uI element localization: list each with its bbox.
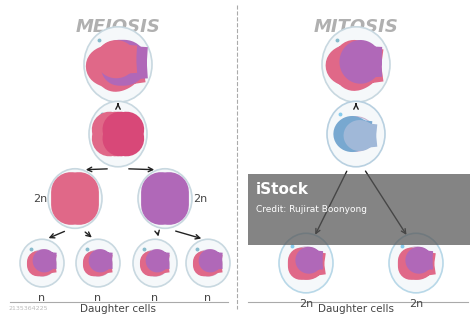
Polygon shape bbox=[203, 261, 211, 266]
Ellipse shape bbox=[84, 27, 152, 102]
Ellipse shape bbox=[48, 169, 102, 228]
Polygon shape bbox=[345, 59, 362, 72]
Ellipse shape bbox=[337, 117, 375, 151]
Text: 2n: 2n bbox=[33, 193, 47, 204]
Ellipse shape bbox=[76, 239, 120, 287]
Ellipse shape bbox=[99, 117, 137, 151]
Text: n: n bbox=[38, 293, 46, 303]
Polygon shape bbox=[410, 260, 422, 267]
Text: Credit: Rujirat Boonyong: Credit: Rujirat Boonyong bbox=[256, 205, 367, 215]
Polygon shape bbox=[118, 57, 130, 69]
Ellipse shape bbox=[194, 250, 222, 276]
Polygon shape bbox=[105, 60, 124, 73]
Text: 2135364225: 2135364225 bbox=[8, 306, 47, 311]
Ellipse shape bbox=[20, 239, 64, 287]
Ellipse shape bbox=[399, 247, 434, 279]
Text: n: n bbox=[94, 293, 101, 303]
Text: n: n bbox=[151, 293, 159, 303]
Ellipse shape bbox=[327, 101, 385, 167]
Text: 2n: 2n bbox=[409, 299, 423, 309]
Bar bbox=[248, 174, 470, 245]
Text: 2n: 2n bbox=[299, 299, 313, 309]
Ellipse shape bbox=[322, 27, 390, 102]
Polygon shape bbox=[150, 261, 158, 266]
Text: n: n bbox=[204, 293, 211, 303]
Polygon shape bbox=[355, 56, 366, 68]
Ellipse shape bbox=[389, 233, 443, 293]
Text: MITOSIS: MITOSIS bbox=[314, 18, 399, 36]
Ellipse shape bbox=[334, 44, 378, 85]
Ellipse shape bbox=[89, 101, 147, 167]
Ellipse shape bbox=[279, 233, 333, 293]
Ellipse shape bbox=[57, 182, 92, 215]
Ellipse shape bbox=[138, 169, 192, 228]
Ellipse shape bbox=[289, 247, 324, 279]
Polygon shape bbox=[37, 261, 45, 266]
Ellipse shape bbox=[141, 250, 169, 276]
Ellipse shape bbox=[186, 239, 230, 287]
Ellipse shape bbox=[133, 239, 177, 287]
Ellipse shape bbox=[96, 44, 140, 85]
Ellipse shape bbox=[84, 250, 112, 276]
Polygon shape bbox=[301, 260, 312, 267]
Ellipse shape bbox=[27, 250, 56, 276]
Polygon shape bbox=[93, 261, 101, 266]
Text: 2n: 2n bbox=[193, 193, 207, 204]
Text: MEIOSIS: MEIOSIS bbox=[75, 18, 160, 36]
Text: Daughter cells: Daughter cells bbox=[80, 304, 156, 314]
Text: iStock: iStock bbox=[256, 182, 309, 197]
Polygon shape bbox=[347, 130, 357, 138]
Text: Daughter cells: Daughter cells bbox=[318, 304, 394, 314]
Ellipse shape bbox=[147, 182, 182, 215]
